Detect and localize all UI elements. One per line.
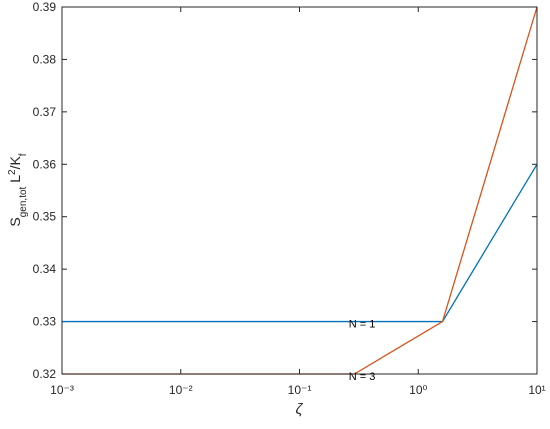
y-label-part: f xyxy=(18,153,29,156)
y-tick-label: 0.38 xyxy=(33,52,57,66)
y-tick-label: 0.33 xyxy=(33,315,57,329)
x-tick-label: 10⁰ xyxy=(409,383,427,397)
y-tick-label: 0.34 xyxy=(33,262,57,276)
x-tick-label: 10⁻² xyxy=(169,383,193,397)
y-label-part: /K xyxy=(7,156,23,170)
x-tick-label: 10¹ xyxy=(528,383,545,397)
y-tick-label: 0.36 xyxy=(33,157,57,171)
y-tick-label: 0.39 xyxy=(33,0,57,14)
y-tick-label: 0.32 xyxy=(33,367,57,381)
plot-frame xyxy=(61,6,538,375)
y-tick-label: 0.35 xyxy=(33,210,57,224)
y-label-part: L xyxy=(7,175,23,187)
annotation: N = 1 xyxy=(349,319,376,331)
y-axis-label: Sgen,tot L2/Kf xyxy=(7,153,29,226)
annotation: N = 3 xyxy=(349,371,376,383)
x-tick-label: 10⁻³ xyxy=(50,383,74,397)
x-axis-label: ζ xyxy=(296,401,304,418)
x-tick-label: 10⁻¹ xyxy=(288,383,312,397)
plot-area xyxy=(62,7,537,374)
y-label-part: S xyxy=(7,217,23,226)
y-tick-label: 0.37 xyxy=(33,105,57,119)
y-label-part: gen,tot xyxy=(18,186,29,217)
y-label-part: 2 xyxy=(7,169,18,175)
